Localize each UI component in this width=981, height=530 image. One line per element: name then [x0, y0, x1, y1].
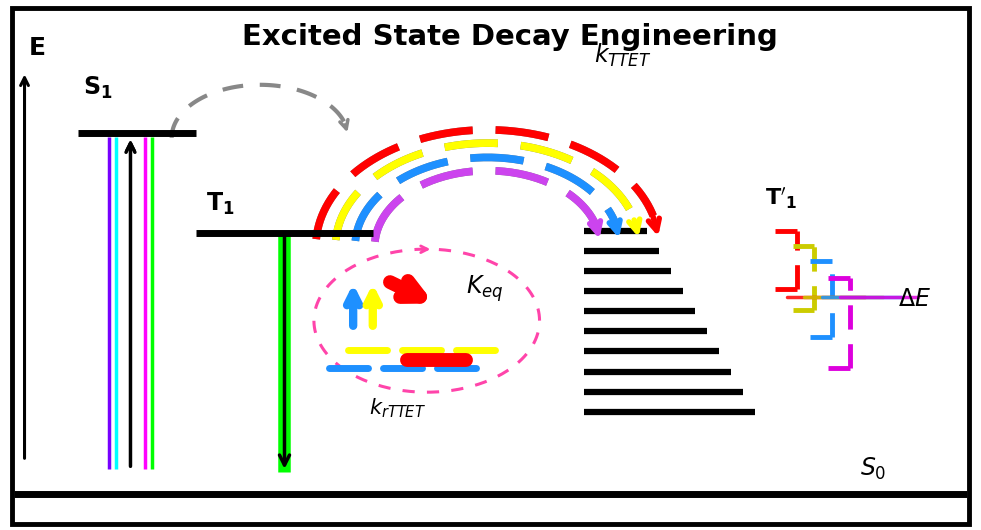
- Text: $\mathbf{S_1}$: $\mathbf{S_1}$: [83, 74, 113, 101]
- Text: $K_{eq}$: $K_{eq}$: [466, 273, 503, 304]
- Text: $S_0$: $S_0$: [860, 456, 886, 482]
- Text: $\mathbf{T'_1}$: $\mathbf{T'_1}$: [765, 186, 798, 211]
- Text: $k_{rTTET}$: $k_{rTTET}$: [369, 396, 426, 420]
- Text: Excited State Decay Engineering: Excited State Decay Engineering: [242, 23, 778, 51]
- Text: $\Delta E$: $\Delta E$: [898, 287, 931, 312]
- Text: E: E: [28, 36, 46, 60]
- Text: $\mathbf{T_1}$: $\mathbf{T_1}$: [206, 191, 235, 217]
- Text: $k_{TTET}$: $k_{TTET}$: [594, 42, 651, 69]
